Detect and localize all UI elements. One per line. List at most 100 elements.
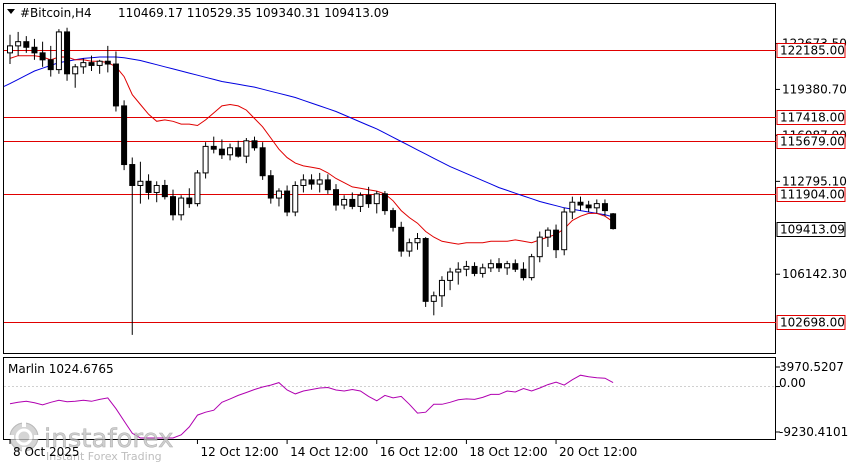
candle [585,200,592,213]
bear-candle-body [398,226,405,252]
bear-candle-body [39,52,46,61]
bull-candle-body [438,279,445,297]
candle [316,172,323,193]
candle [88,55,95,72]
bear-candle-body [284,190,291,213]
candle [324,174,331,194]
candle [438,276,445,307]
candle [186,188,193,208]
time-tick-label: 18 Oct 12:00 [469,445,547,459]
time-tick-label: 16 Oct 12:00 [380,445,458,459]
bull-candle-body [414,238,421,244]
candle [430,291,437,316]
candle [422,237,429,307]
bull-candle-body [178,197,185,216]
candle [341,195,348,210]
candle [243,138,250,164]
candle [381,191,388,215]
bear-candle-body [251,140,258,149]
slow-ma-line [3,56,614,218]
instaforex-logo-icon [8,421,40,453]
bull-candle-body [243,140,250,157]
bear-candle-body [422,238,429,302]
candle [218,139,225,159]
bear-candle-body [121,105,128,166]
candle [129,157,136,335]
bull-candle-body [80,62,87,68]
candle [610,212,617,230]
indicator-scale-zero: 0.00 [779,376,806,390]
bear-candle-body [267,175,274,199]
bear-candle-body [577,201,584,206]
bear-candle-body [88,62,95,66]
candle [561,207,568,256]
bear-candle-body [161,184,168,198]
candle [601,199,608,217]
bear-candle-body [381,193,388,212]
bull-candle-body [544,229,551,238]
candle [112,51,119,112]
candle [259,142,266,180]
candle [455,262,462,285]
bull-candle-body [447,271,454,281]
candle [39,41,46,67]
time-axis: 8 Oct 2025 12 Oct 12:00 14 Oct 12:00 16 Oct… [9,439,637,459]
bull-candle-body [275,190,282,199]
time-tick-label: 12 Oct 12:00 [200,445,278,459]
candle [23,36,30,53]
watermark-brand: instaforex [44,424,173,454]
symbol-title: #Bitcoin,H4 [20,6,92,20]
current-price-box [776,222,846,237]
candle [463,260,470,277]
candle [235,140,242,158]
bear-candle-body [512,263,519,270]
candle [496,258,502,273]
candle [553,224,560,259]
candle [55,29,62,74]
candle [121,100,128,171]
ohlc-readout: 110469.17 110529.35 109340.31 109413.09 [118,6,389,20]
candle [292,181,299,217]
bear-candle-body [610,213,617,230]
bear-candle-body [553,229,560,251]
candle [275,188,282,207]
bear-candle-body [23,41,30,48]
bear-candle-body [112,63,119,107]
dropdown-triangle-icon[interactable] [7,9,15,14]
bear-candle-body [471,265,478,274]
bear-candle-body [349,198,356,207]
bull-candle-body [593,203,600,209]
candle [390,207,397,232]
level-label-box [776,134,846,149]
candle [15,31,22,56]
bull-candle-body [55,31,62,71]
bear-candle-body [520,268,527,279]
bear-candle-body [64,31,71,75]
indicator-panel-frame [3,357,776,440]
bull-candle-body [463,265,470,270]
bear-candle-body [186,197,193,205]
candle [577,196,584,211]
bear-candle-body [210,145,217,150]
candle [104,45,111,73]
candle [72,64,79,88]
main-panel-frame [3,3,776,354]
candle [194,170,201,207]
candle [544,227,551,247]
bear-candle-body [235,147,242,157]
bear-candle-body [31,46,38,54]
bull-candle-body [137,180,144,186]
candle [593,199,600,214]
candle [414,232,421,250]
level-label: 111904.00 [780,188,845,202]
candle [47,45,54,77]
candle [178,195,185,221]
candle [365,186,372,208]
level-label-box [776,315,846,330]
candle [96,59,103,74]
candle [406,238,413,257]
candle [161,179,168,200]
bull-candle-body [536,236,543,258]
bull-candle-body [528,256,535,279]
